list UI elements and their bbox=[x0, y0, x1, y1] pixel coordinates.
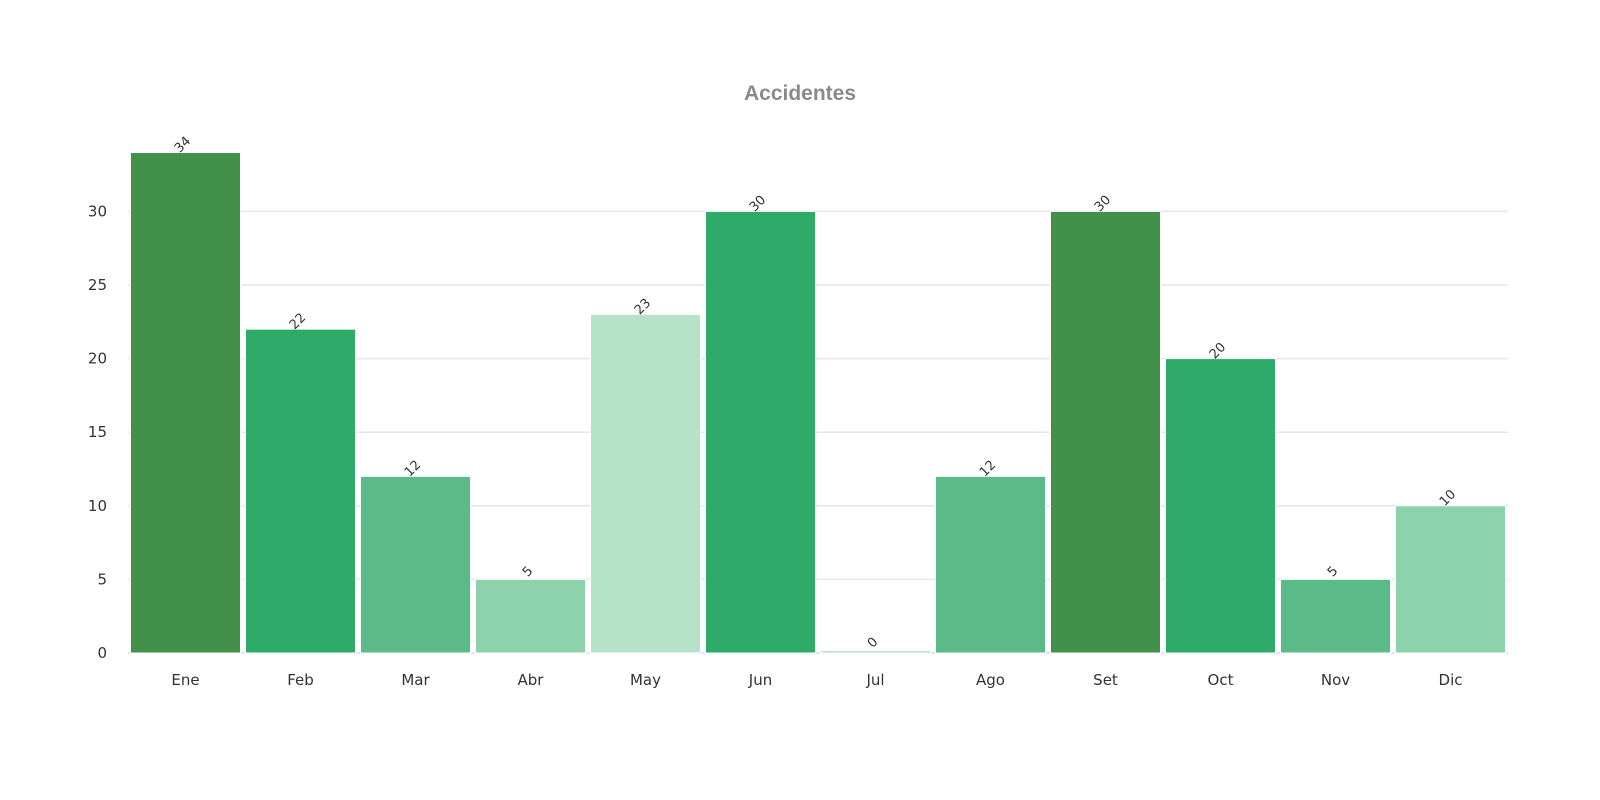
y-tick-label: 30 bbox=[88, 202, 107, 220]
y-tick-label: 25 bbox=[88, 276, 107, 294]
chart-title: Accidentes bbox=[744, 82, 856, 105]
bar-mar[interactable] bbox=[360, 475, 471, 654]
bar-oct[interactable] bbox=[1165, 358, 1276, 654]
x-tick-label: Set bbox=[1093, 671, 1118, 689]
y-axis-ticks: 0 5 10 15 20 25 30 bbox=[88, 202, 107, 662]
bar-abr[interactable] bbox=[475, 578, 586, 654]
x-tick-label: Oct bbox=[1208, 671, 1234, 689]
x-tick-label: Ene bbox=[171, 671, 199, 689]
y-tick-label: 20 bbox=[88, 350, 107, 368]
data-label: 5 bbox=[1325, 564, 1341, 580]
gridlines bbox=[128, 210, 1508, 654]
x-tick-label: Jul bbox=[865, 671, 884, 689]
y-tick-label: 15 bbox=[88, 423, 107, 441]
x-tick-label: Mar bbox=[401, 671, 430, 689]
bar-may[interactable] bbox=[590, 313, 701, 654]
x-axis-ticks: Ene Feb Mar Abr May Jun Jul Ago Set Oct Nov Dic bbox=[171, 671, 1462, 689]
data-label: 5 bbox=[520, 564, 536, 580]
bar-jun[interactable] bbox=[705, 210, 816, 654]
bar-feb[interactable] bbox=[245, 328, 356, 654]
y-tick-label: 10 bbox=[88, 497, 107, 515]
x-tick-label: Feb bbox=[287, 671, 314, 689]
x-tick-label: May bbox=[630, 671, 661, 689]
data-label: 0 bbox=[865, 635, 881, 651]
bar-ene[interactable] bbox=[130, 152, 241, 654]
x-tick-label: Nov bbox=[1321, 671, 1350, 689]
x-tick-label: Ago bbox=[976, 671, 1005, 689]
bar-set[interactable] bbox=[1050, 210, 1161, 654]
x-tick-label: Dic bbox=[1439, 671, 1463, 689]
bars bbox=[130, 152, 1506, 654]
bar-ago[interactable] bbox=[935, 475, 1046, 654]
y-tick-label: 5 bbox=[97, 570, 107, 588]
bar-nov[interactable] bbox=[1280, 578, 1391, 654]
bar-dic[interactable] bbox=[1395, 505, 1506, 654]
x-tick-label: Abr bbox=[518, 671, 545, 689]
y-tick-label: 0 bbox=[97, 644, 107, 662]
x-tick-label: Jun bbox=[748, 671, 772, 689]
bar-jul[interactable] bbox=[820, 650, 931, 654]
